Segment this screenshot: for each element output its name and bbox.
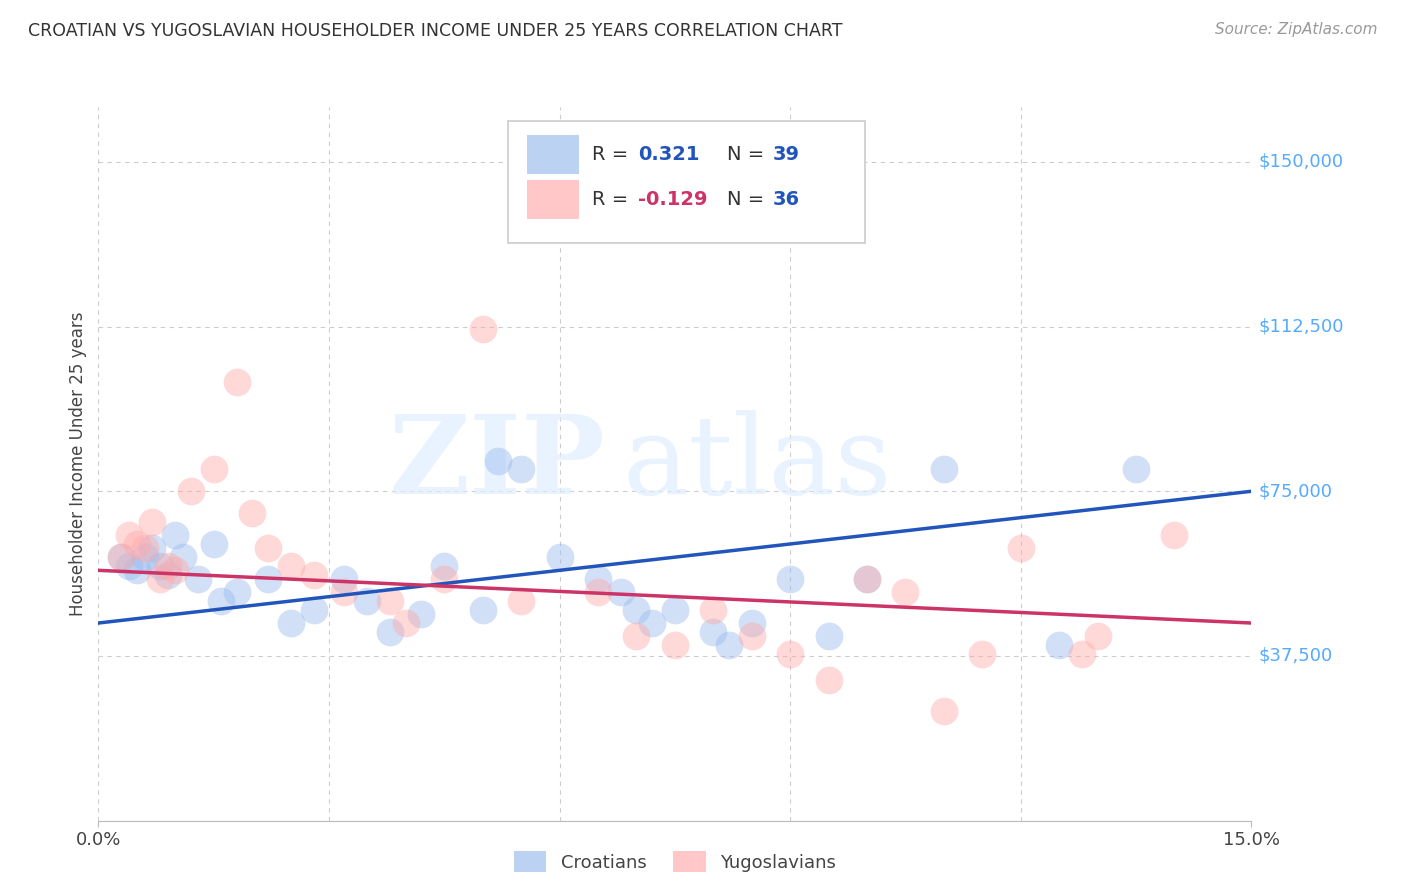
Point (856, 572, 879, 586)
Point (156, 558, 179, 573)
Point (333, 572, 356, 586)
Point (187, 572, 209, 586)
Point (280, 558, 302, 573)
Point (380, 624, 402, 639)
Text: $150,000: $150,000 (1258, 153, 1344, 171)
Text: 39: 39 (773, 145, 800, 164)
Point (510, 462, 533, 476)
Point (172, 550, 194, 565)
FancyBboxPatch shape (508, 121, 865, 243)
Point (1047, 638, 1070, 652)
Point (149, 572, 172, 586)
Point (156, 567, 179, 582)
Point (165, 528, 187, 542)
Point (118, 528, 141, 542)
Point (225, 375, 247, 389)
Point (779, 647, 801, 661)
Point (741, 615, 763, 630)
Point (240, 506, 263, 520)
Point (586, 572, 609, 586)
Point (894, 585, 917, 599)
Text: CROATIAN VS YUGOSLAVIAN HOUSEHOLDER INCOME UNDER 25 YEARS CORRELATION CHART: CROATIAN VS YUGOSLAVIAN HOUSEHOLDER INCO… (28, 22, 842, 40)
Point (1010, 541, 1032, 556)
Point (110, 550, 132, 565)
Point (1163, 528, 1185, 542)
Text: R =: R = (592, 145, 628, 164)
Point (333, 585, 356, 599)
Point (134, 550, 156, 565)
Point (302, 567, 325, 582)
Point (717, 638, 740, 652)
Point (202, 537, 225, 551)
Point (817, 673, 839, 687)
FancyBboxPatch shape (527, 136, 579, 175)
Point (626, 629, 648, 643)
Point (302, 603, 325, 617)
Point (1125, 462, 1147, 476)
Text: atlas: atlas (623, 410, 893, 517)
Text: 0.321: 0.321 (638, 145, 700, 164)
Point (256, 572, 278, 586)
Point (149, 558, 172, 573)
Point (1071, 647, 1094, 661)
Point (141, 541, 163, 556)
Point (380, 594, 402, 608)
Point (356, 594, 378, 608)
Point (125, 563, 148, 577)
Point (486, 453, 509, 467)
FancyBboxPatch shape (527, 180, 579, 219)
Point (664, 638, 686, 652)
Text: R =: R = (592, 190, 628, 210)
Point (1087, 629, 1109, 643)
Y-axis label: Householder Income Under 25 years: Householder Income Under 25 years (69, 311, 87, 616)
Point (972, 647, 994, 661)
Text: ZIP: ZIP (389, 410, 606, 517)
Point (471, 603, 494, 617)
Point (118, 558, 141, 573)
Point (626, 603, 648, 617)
Point (395, 615, 418, 630)
Point (433, 572, 456, 586)
Point (202, 462, 225, 476)
Point (165, 563, 187, 577)
Point (548, 550, 571, 565)
Text: Source: ZipAtlas.com: Source: ZipAtlas.com (1215, 22, 1378, 37)
Point (741, 629, 763, 643)
Point (664, 603, 686, 617)
Point (856, 572, 879, 586)
Point (471, 322, 494, 336)
Point (932, 462, 955, 476)
Point (779, 572, 801, 586)
Point (702, 603, 724, 617)
Point (110, 550, 132, 565)
Text: 36: 36 (773, 190, 800, 210)
Point (433, 558, 456, 573)
Point (256, 541, 278, 556)
Point (610, 585, 633, 599)
Point (817, 629, 839, 643)
Point (125, 537, 148, 551)
Point (141, 515, 163, 529)
Point (180, 484, 202, 499)
Point (280, 615, 302, 630)
Text: $75,000: $75,000 (1258, 483, 1333, 500)
Point (411, 607, 433, 622)
Text: N =: N = (727, 145, 763, 164)
Point (225, 585, 247, 599)
Text: $112,500: $112,500 (1258, 318, 1344, 335)
Point (134, 541, 156, 556)
Legend: Croatians, Yugoslavians: Croatians, Yugoslavians (506, 844, 844, 880)
Text: $37,500: $37,500 (1258, 647, 1333, 665)
Point (586, 585, 609, 599)
Point (510, 594, 533, 608)
Point (932, 704, 955, 718)
Text: N =: N = (727, 190, 763, 210)
Point (641, 615, 664, 630)
Point (702, 624, 724, 639)
Text: -0.129: -0.129 (638, 190, 707, 210)
Point (209, 594, 232, 608)
